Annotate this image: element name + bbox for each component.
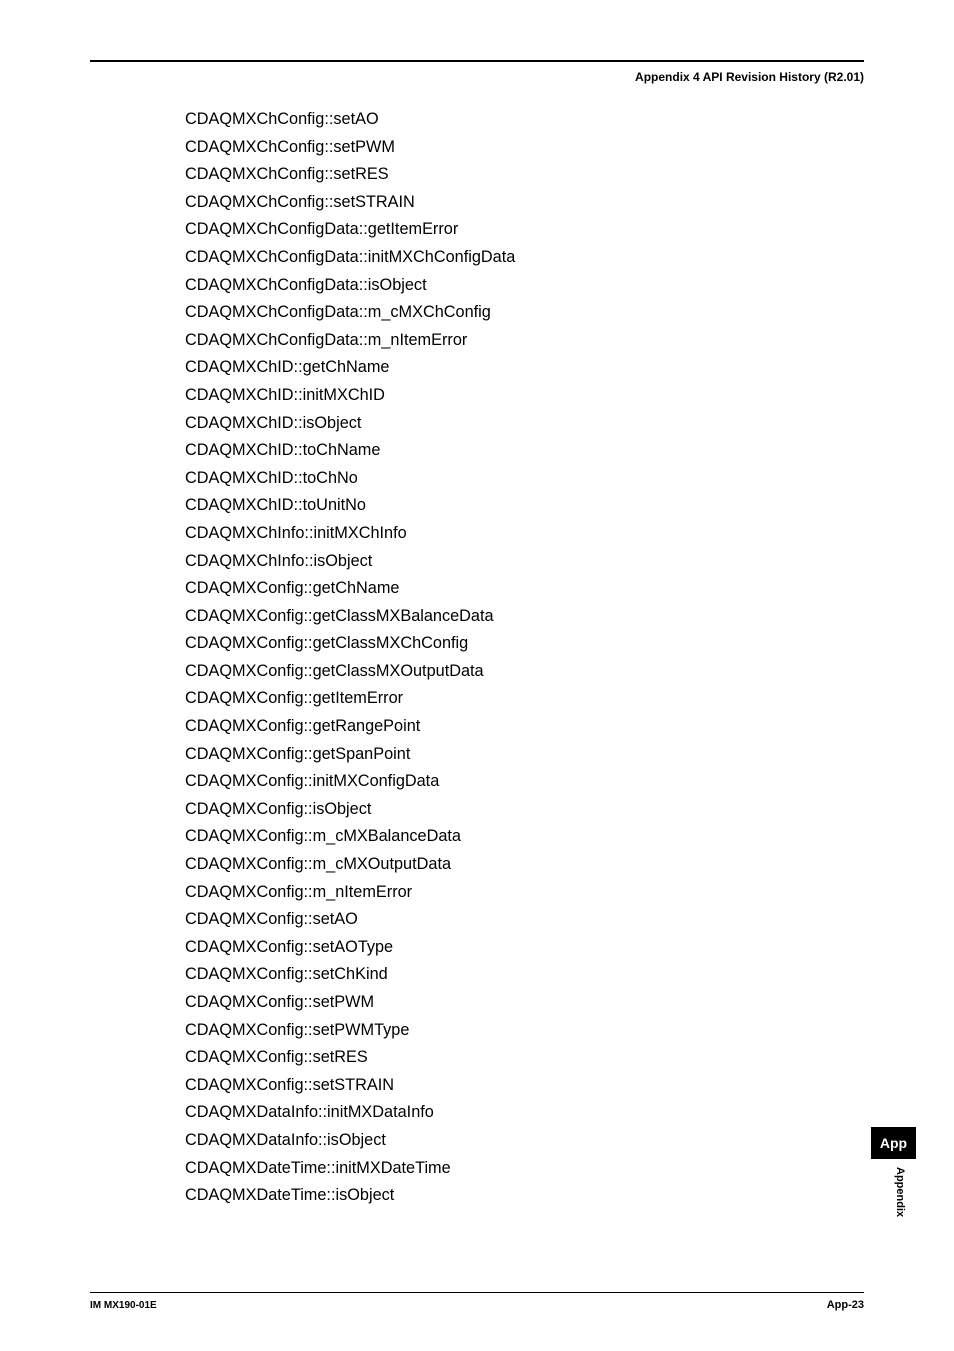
api-item: CDAQMXConfig::getChName [185, 575, 864, 603]
api-item: CDAQMXConfig::getClassMXChConfig [185, 630, 864, 658]
api-item: CDAQMXChInfo::isObject [185, 548, 864, 576]
api-item: CDAQMXChConfigData::getItemError [185, 216, 864, 244]
page-container: Appendix 4 API Revision History (R2.01) … [0, 0, 954, 1351]
api-item: CDAQMXChInfo::initMXChInfo [185, 520, 864, 548]
api-item: CDAQMXChConfigData::m_nItemError [185, 327, 864, 355]
api-item: CDAQMXChID::toChName [185, 437, 864, 465]
api-item: CDAQMXChConfigData::initMXChConfigData [185, 244, 864, 272]
api-list-container: CDAQMXChConfig::setAO CDAQMXChConfig::se… [90, 106, 864, 1210]
api-item: CDAQMXDataInfo::initMXDataInfo [185, 1099, 864, 1127]
api-item: CDAQMXConfig::getClassMXBalanceData [185, 603, 864, 631]
api-item: CDAQMXConfig::setPWMType [185, 1017, 864, 1045]
api-item: CDAQMXChConfig::setAO [185, 106, 864, 134]
api-item: CDAQMXChID::isObject [185, 410, 864, 438]
api-item: CDAQMXDateTime::isObject [185, 1182, 864, 1210]
api-item: CDAQMXConfig::isObject [185, 796, 864, 824]
api-item: CDAQMXDataInfo::isObject [185, 1127, 864, 1155]
api-item: CDAQMXChConfigData::m_cMXChConfig [185, 299, 864, 327]
appendix-tab: App [871, 1127, 916, 1159]
header-divider [90, 60, 864, 62]
api-item: CDAQMXChID::getChName [185, 354, 864, 382]
api-item: CDAQMXDateTime::initMXDateTime [185, 1155, 864, 1183]
api-item: CDAQMXConfig::setSTRAIN [185, 1072, 864, 1100]
footer-page-number: App-23 [827, 1299, 864, 1311]
footer-document-id: IM MX190-01E [90, 1300, 157, 1311]
api-item: CDAQMXConfig::getRangePoint [185, 713, 864, 741]
api-item: CDAQMXChConfig::setPWM [185, 134, 864, 162]
appendix-vertical-label: Appendix [894, 1167, 906, 1217]
api-item: CDAQMXConfig::m_nItemError [185, 879, 864, 907]
api-item: CDAQMXConfig::setRES [185, 1044, 864, 1072]
api-item: CDAQMXChID::initMXChID [185, 382, 864, 410]
api-item: CDAQMXConfig::setPWM [185, 989, 864, 1017]
api-item: CDAQMXConfig::m_cMXBalanceData [185, 823, 864, 851]
api-item: CDAQMXConfig::setAO [185, 906, 864, 934]
header-title: Appendix 4 API Revision History (R2.01) [90, 70, 864, 84]
api-item: CDAQMXChConfig::setSTRAIN [185, 189, 864, 217]
api-item: CDAQMXChConfigData::isObject [185, 272, 864, 300]
api-item: CDAQMXChID::toUnitNo [185, 492, 864, 520]
api-item: CDAQMXChID::toChNo [185, 465, 864, 493]
api-item: CDAQMXChConfig::setRES [185, 161, 864, 189]
api-item: CDAQMXConfig::setAOType [185, 934, 864, 962]
api-item: CDAQMXConfig::initMXConfigData [185, 768, 864, 796]
api-item: CDAQMXConfig::setChKind [185, 961, 864, 989]
footer-container: IM MX190-01E App-23 [90, 1292, 864, 1311]
api-item: CDAQMXConfig::getClassMXOutputData [185, 658, 864, 686]
api-item: CDAQMXConfig::getSpanPoint [185, 741, 864, 769]
api-item: CDAQMXConfig::m_cMXOutputData [185, 851, 864, 879]
api-item: CDAQMXConfig::getItemError [185, 685, 864, 713]
appendix-tab-label: App [880, 1135, 907, 1151]
